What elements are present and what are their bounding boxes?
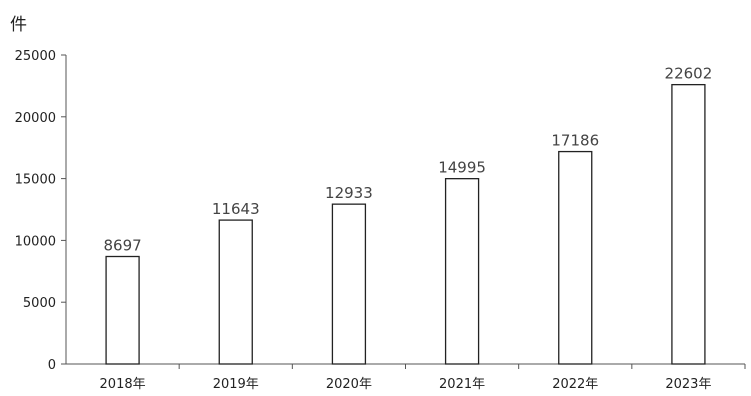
data-labels: 8697 11643 12933 14995 17186 22602 [103, 65, 712, 255]
x-category-label: 2022年 [552, 377, 598, 392]
x-category-label: 2020年 [326, 377, 372, 392]
bars [105, 83, 706, 365]
x-category-label: 2021年 [439, 377, 485, 392]
bar [218, 219, 253, 365]
y-tick-label: 25000 [15, 49, 56, 64]
bar [444, 178, 480, 365]
y-tick-label: 15000 [15, 173, 56, 188]
category-labels: 2018年 2019年 2020年 2021年 2022年 2023年 [100, 377, 712, 392]
bar-value-label: 14995 [438, 159, 486, 177]
bar [105, 255, 140, 365]
y-tick-label: 20000 [15, 111, 56, 126]
bar-value-label: 12933 [325, 184, 373, 202]
x-category-label: 2023年 [665, 377, 711, 392]
y-tick-label: 5000 [23, 296, 56, 311]
x-axis [66, 363, 746, 369]
bar [558, 150, 593, 365]
bar-value-label: 11643 [212, 200, 260, 218]
x-category-label: 2018年 [100, 377, 146, 392]
bar-value-label: 8697 [103, 237, 141, 255]
bar [331, 203, 367, 365]
y-axis: 0 5000 10000 15000 20000 25000 [15, 49, 67, 373]
x-category-label: 2019年 [213, 377, 259, 392]
y-tick-label: 0 [48, 358, 56, 373]
y-tick-label: 10000 [15, 234, 56, 249]
y-unit-label: 件 [10, 15, 27, 35]
bar-value-label: 22602 [665, 65, 713, 83]
bar [671, 83, 706, 365]
bar-value-label: 17186 [551, 132, 599, 150]
